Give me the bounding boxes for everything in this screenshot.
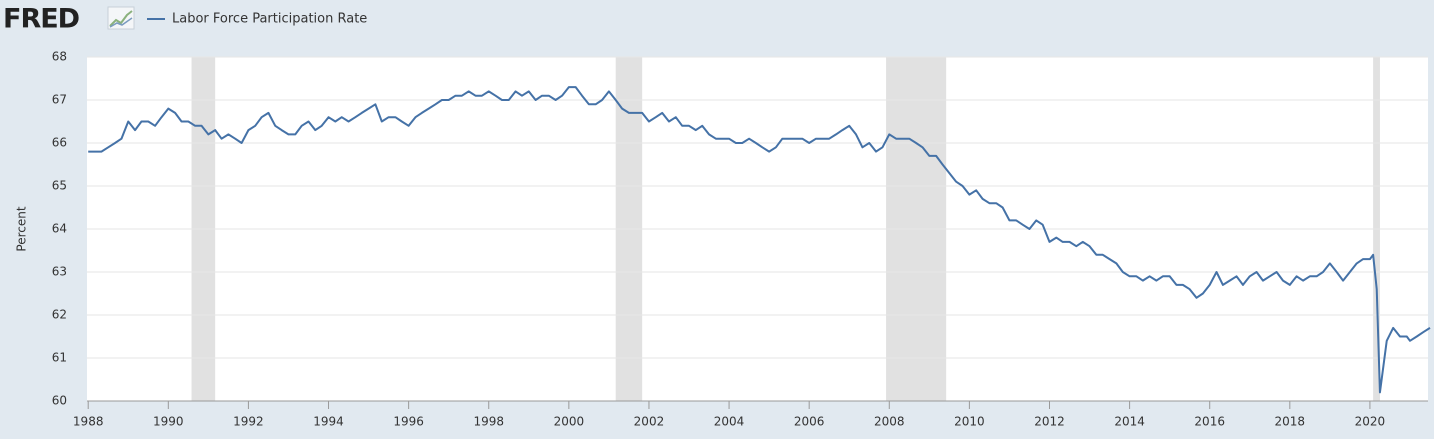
x-tick-label: 1998: [473, 415, 504, 429]
series-line: [88, 86, 1431, 394]
logo: FRED: [3, 4, 79, 35]
x-tick-label: 1992: [233, 415, 264, 429]
y-tick-label: 64: [52, 222, 67, 236]
x-tick-label: 2012: [1034, 415, 1065, 429]
legend-label: Labor Force Participation Rate: [172, 12, 367, 27]
y-tick-label: 61: [52, 351, 67, 365]
x-tick-label: 1994: [313, 415, 344, 429]
x-tick-label: 1988: [73, 415, 104, 429]
x-tick-label: 2014: [1114, 415, 1145, 429]
x-tick-label: 2004: [714, 415, 745, 429]
plot: 60 61 62 63 64 65 66 67 68 1988 1990 1992 1994 1996 19…: [52, 50, 1431, 429]
x-tick-label: 2020: [1355, 415, 1386, 429]
y-tick-label: 67: [52, 93, 67, 107]
x-tick-label: 1990: [153, 415, 184, 429]
logo-icon: [107, 6, 135, 30]
x-tick-label: 2008: [874, 415, 905, 429]
y-tick-label: 65: [52, 179, 67, 193]
y-axis-label: Percent: [15, 206, 29, 251]
y-tick-label: 62: [52, 308, 67, 322]
x-tick-label: 2010: [954, 415, 985, 429]
y-tick-label: 68: [52, 50, 67, 64]
y-tick-label: 60: [52, 394, 67, 408]
x-tick-label: 2016: [1194, 415, 1225, 429]
legend: Labor Force Participation Rate: [147, 12, 367, 27]
x-tick-label: 2006: [794, 415, 825, 429]
y-tick-label: 63: [52, 265, 67, 279]
x-tick-label: 2018: [1275, 415, 1306, 429]
x-tick-label: 1996: [393, 415, 424, 429]
y-tick-label: 66: [52, 136, 67, 150]
x-tick-label: 2002: [634, 415, 665, 429]
x-tick-label: 2000: [554, 415, 585, 429]
